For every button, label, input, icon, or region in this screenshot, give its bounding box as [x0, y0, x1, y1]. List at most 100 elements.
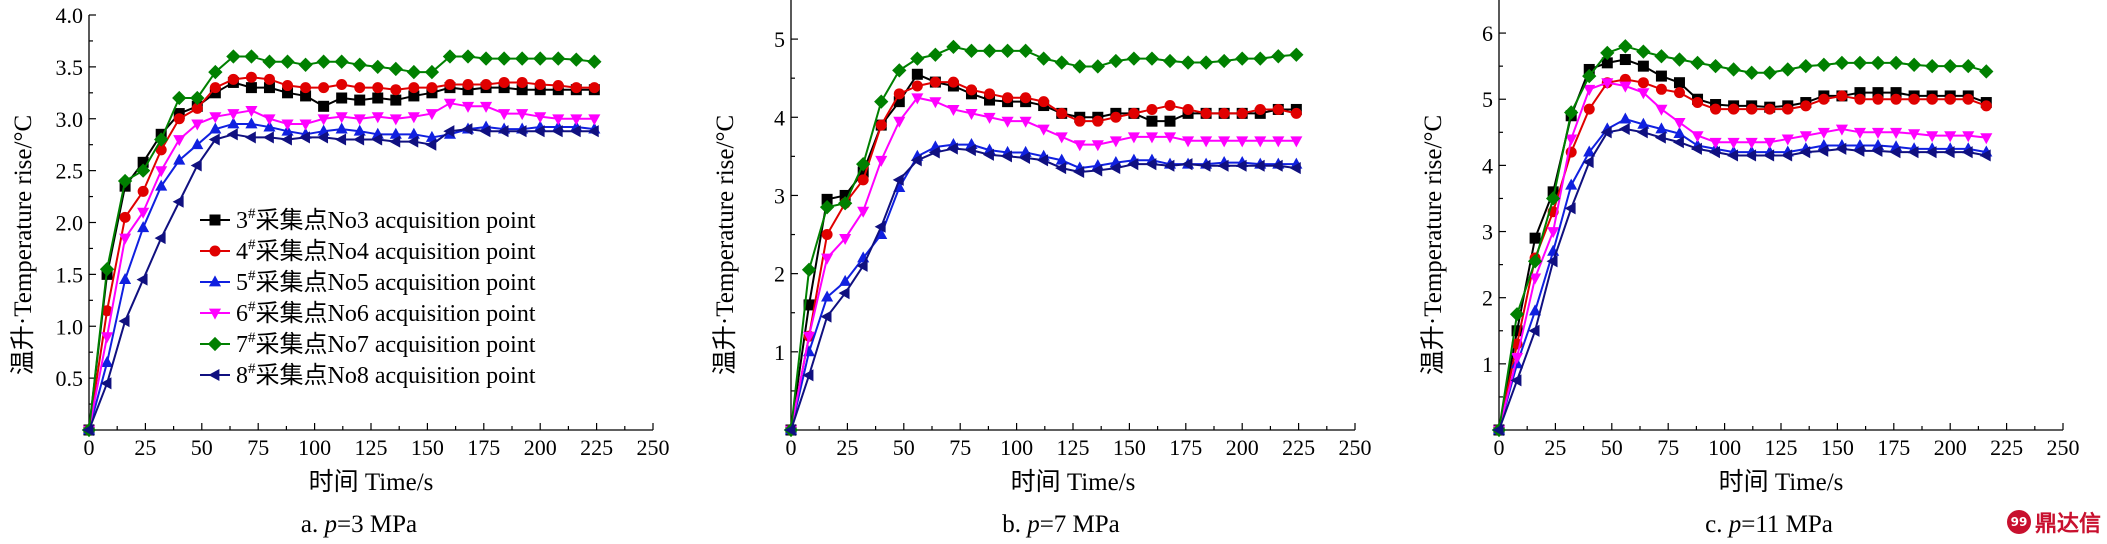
data-point — [1582, 156, 1594, 169]
data-point — [588, 114, 601, 126]
data-point — [244, 131, 256, 144]
data-point — [1073, 165, 1085, 179]
x-tick-label: 0 — [84, 435, 95, 460]
y-tick-label: 3 — [774, 183, 785, 208]
data-point — [1545, 191, 1561, 206]
data-point — [119, 233, 132, 245]
data-point — [1145, 158, 1157, 171]
data-point — [299, 119, 312, 131]
data-point — [875, 119, 887, 131]
data-point — [1198, 55, 1214, 70]
data-point — [1529, 304, 1542, 316]
data-point — [1199, 159, 1211, 172]
data-point — [802, 331, 816, 343]
data-point — [821, 253, 834, 265]
data-point — [444, 79, 456, 91]
data-point — [1728, 103, 1740, 115]
x-tick-label: 25 — [1544, 435, 1566, 460]
data-point — [1690, 142, 1702, 155]
legend: 3#采集点No3 acquisition point 4#采集点No4 acqui… — [200, 206, 536, 389]
brand-logo-icon: 99 — [2006, 510, 2031, 534]
data-point — [1817, 144, 1829, 157]
data-point — [389, 114, 402, 126]
x-tick-label: 75 — [247, 435, 269, 460]
data-point — [1600, 126, 1612, 139]
y-tick-label: 2 — [774, 262, 785, 287]
data-point — [353, 124, 366, 136]
data-point — [784, 423, 796, 437]
data-point — [227, 109, 240, 121]
data-point — [155, 179, 168, 191]
series-8 — [1492, 122, 1991, 437]
data-point — [1253, 51, 1268, 66]
data-point — [587, 125, 599, 138]
data-point — [1745, 137, 1758, 149]
data-point — [245, 82, 257, 94]
data-point — [1164, 115, 1176, 127]
data-point — [1781, 149, 1793, 162]
data-point — [588, 82, 600, 94]
y-tick-label: 5 — [774, 27, 785, 52]
x-tick-label: 150 — [411, 435, 444, 460]
data-point — [1834, 55, 1850, 70]
data-point — [406, 64, 422, 80]
data-point — [335, 112, 348, 124]
legend-item: 4#采集点No4 acquisition point — [200, 237, 536, 265]
data-point — [839, 234, 852, 246]
data-point — [1164, 100, 1176, 112]
data-point — [515, 125, 527, 138]
data-point — [1672, 52, 1687, 67]
legend-marker — [208, 275, 222, 287]
data-point — [1056, 107, 1068, 119]
data-point — [408, 82, 420, 94]
data-point — [819, 200, 835, 215]
data-point — [298, 57, 313, 72]
data-point — [119, 211, 131, 223]
data-point — [353, 133, 365, 146]
data-point — [372, 82, 384, 94]
y-tick-label: 5 — [1482, 87, 1493, 112]
data-point — [172, 90, 187, 106]
data-point — [389, 135, 401, 148]
data-point — [1182, 136, 1195, 148]
data-point — [1764, 103, 1776, 115]
data-point — [443, 125, 455, 138]
data-point — [1727, 149, 1739, 162]
data-point — [282, 80, 294, 92]
y-tick-label: 1 — [1482, 352, 1493, 377]
data-point — [1962, 93, 1974, 105]
data-point — [964, 43, 979, 58]
data-point — [875, 227, 888, 239]
data-point — [317, 131, 329, 144]
data-point — [335, 122, 348, 134]
data-point — [263, 73, 275, 85]
series-4 — [1493, 73, 1992, 436]
data-point — [1146, 115, 1158, 127]
x-tick-label: 250 — [2047, 435, 2080, 460]
data-point — [874, 220, 886, 233]
data-point — [1854, 93, 1866, 105]
data-point — [155, 166, 168, 178]
data-point — [1835, 124, 1848, 136]
data-point — [298, 131, 310, 144]
data-point — [1074, 115, 1086, 127]
x-tick-label: 175 — [1169, 435, 1202, 460]
data-point — [910, 51, 925, 66]
data-point — [407, 127, 420, 139]
data-point — [1583, 84, 1596, 96]
x-tick-label: 225 — [1282, 435, 1315, 460]
data-point — [1799, 131, 1812, 143]
panel-caption: c. p=11 MPa — [1705, 511, 1833, 538]
data-point — [1636, 44, 1651, 59]
data-point — [245, 71, 257, 83]
x-tick-label: 0 — [786, 435, 797, 460]
data-point — [1271, 159, 1283, 172]
data-point — [154, 132, 169, 147]
data-point — [370, 59, 385, 75]
y-tick-label: 4 — [1482, 153, 1493, 178]
data-point — [1619, 81, 1632, 93]
data-point — [1217, 53, 1232, 69]
data-point — [244, 49, 259, 64]
data-point — [478, 51, 494, 66]
